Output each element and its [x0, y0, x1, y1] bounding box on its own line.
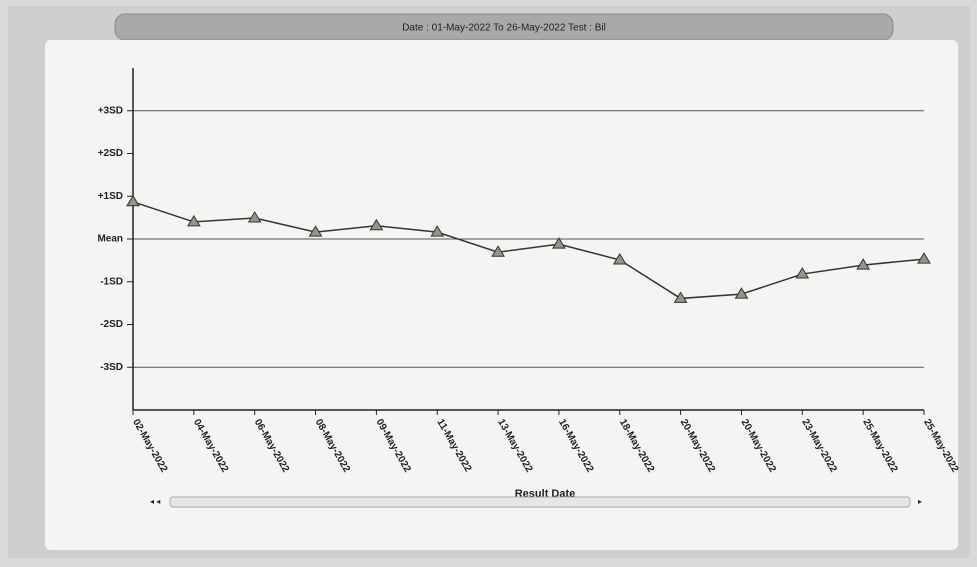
chart-title: Date : 01-May-2022 To 26-May-2022 Test :…	[402, 23, 606, 34]
point-marker	[369, 218, 384, 231]
point-marker	[612, 252, 627, 265]
point-marker	[856, 258, 871, 270]
point-marker	[673, 291, 688, 303]
plot-panel	[45, 40, 958, 550]
point-marker	[186, 214, 201, 227]
y-tick-label: +1SD	[98, 191, 123, 202]
scroll-right[interactable]: ▸	[918, 497, 922, 506]
series-line	[132, 201, 925, 300]
point-marker	[430, 225, 445, 237]
point-marker	[917, 252, 931, 264]
scrollbar[interactable]	[169, 496, 911, 508]
y-tick-label: +2SD	[98, 148, 123, 159]
point-marker	[247, 211, 262, 223]
y-tick-label: -2SD	[100, 319, 123, 330]
point-marker	[491, 245, 505, 257]
point-marker	[308, 225, 323, 237]
scroll-left[interactable]: ◂ ◂	[150, 497, 160, 506]
y-tick-label: Mean	[97, 234, 123, 245]
y-tick-label: -1SD	[100, 276, 123, 287]
y-tick-label: -3SD	[100, 362, 123, 373]
point-marker	[126, 194, 140, 207]
point-marker	[552, 237, 566, 249]
point-marker	[795, 267, 810, 279]
point-marker	[734, 287, 749, 299]
y-tick-label: +3SD	[98, 105, 123, 116]
